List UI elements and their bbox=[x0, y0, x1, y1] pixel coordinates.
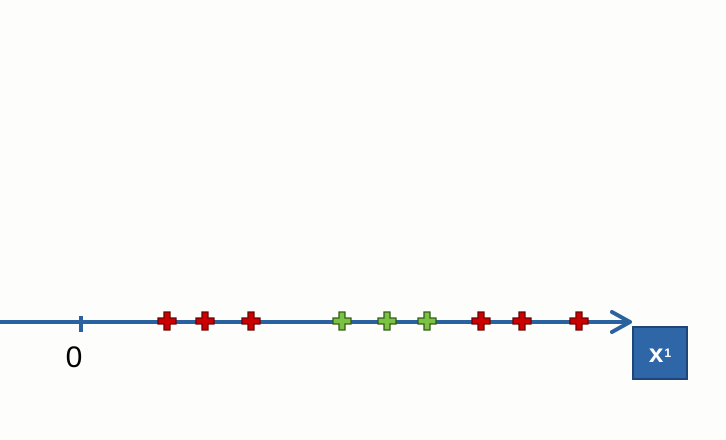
data-points bbox=[157, 311, 589, 331]
axis-variable-name: x bbox=[648, 338, 664, 368]
axis-variable-subscript: 1 bbox=[664, 346, 672, 360]
positive-point-plus-icon bbox=[332, 311, 352, 331]
origin-label: 0 bbox=[65, 341, 83, 374]
axis-arrowhead-icon bbox=[610, 310, 632, 334]
negative-point-plus-icon bbox=[195, 311, 215, 331]
negative-point-plus-icon bbox=[569, 311, 589, 331]
positive-point-plus-icon bbox=[417, 311, 437, 331]
negative-point-plus-icon bbox=[157, 311, 177, 331]
negative-point-plus-icon bbox=[512, 311, 532, 331]
positive-point-plus-icon bbox=[377, 311, 397, 331]
negative-point-plus-icon bbox=[471, 311, 491, 331]
negative-point-plus-icon bbox=[241, 311, 261, 331]
